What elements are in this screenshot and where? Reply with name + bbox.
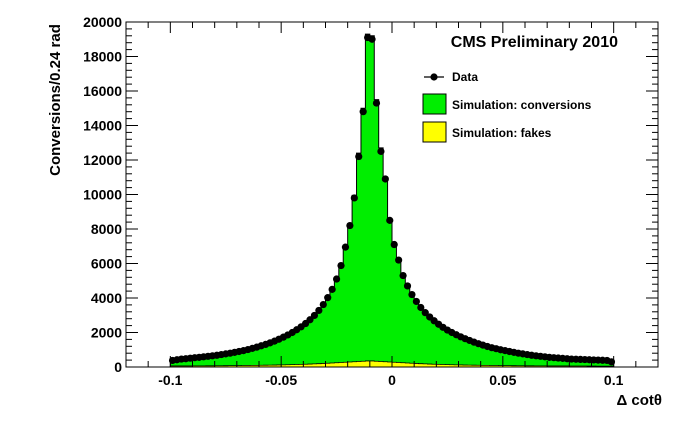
data-point (350, 194, 358, 202)
conversions-histogram (169, 33, 615, 368)
y-tick-label: 20000 (83, 14, 122, 30)
y-tick-label: 0 (114, 359, 122, 375)
y-tick-label: 6000 (91, 256, 122, 272)
x-axis-label: Δ cotθ (616, 392, 662, 409)
y-axis-label: Conversions/0.24 rad (47, 24, 64, 176)
y-tick-label: 12000 (83, 152, 122, 168)
legend-item-fakes: Simulation: fakes (422, 121, 552, 143)
legend-label-fakes: Simulation: fakes (452, 126, 552, 140)
x-tick-label: -0.1 (158, 372, 182, 388)
legend-swatch-fakes (422, 121, 447, 143)
data-point (417, 303, 425, 312)
legend: Data Simulation: conversions Simulation:… (422, 70, 592, 143)
y-tick-label: 16000 (83, 83, 122, 99)
data-point (315, 306, 323, 315)
data-point (324, 294, 332, 302)
y-tick-label: 14000 (83, 118, 122, 134)
x-tick-label: 0.1 (604, 372, 624, 388)
y-tick-label: 18000 (83, 49, 122, 65)
histogram-layer (169, 33, 615, 368)
data-point (399, 271, 407, 280)
data-point (359, 108, 367, 116)
data-point (368, 35, 376, 43)
data-point (395, 256, 403, 264)
data-point (390, 240, 398, 249)
data-point (412, 297, 420, 306)
legend-label-conversions: Simulation: conversions (452, 98, 592, 112)
x-tick-label: 0.05 (489, 372, 516, 388)
legend-item-conversions: Simulation: conversions (422, 93, 592, 115)
y-tick-label: 8000 (91, 221, 122, 237)
tick-labels: -0.1 -0.05 0 0.05 0.1 0 2000 4000 6000 8000 10000 1… (83, 14, 624, 388)
data-point (319, 300, 327, 309)
x-tick-label: -0.05 (265, 372, 297, 388)
data-point (421, 309, 429, 317)
data-point (403, 282, 412, 290)
data-point (328, 285, 336, 293)
data-point (346, 221, 354, 230)
data-point (372, 99, 381, 107)
y-tick-label: 2000 (91, 325, 122, 341)
y-tick-label: 4000 (91, 290, 122, 306)
data-points-layer (168, 33, 616, 366)
data-point (377, 147, 385, 155)
data-point (306, 316, 314, 324)
data-point (381, 175, 389, 183)
data-point (332, 275, 341, 283)
data-point (408, 290, 416, 299)
legend-data-marker (430, 73, 438, 81)
legend-label-data: Data (452, 70, 478, 84)
x-tick-label: 0 (388, 372, 396, 388)
legend-item-data: Data (424, 70, 478, 84)
data-point (355, 152, 363, 161)
data-point (341, 243, 350, 251)
chart-title: CMS Preliminary 2010 (451, 34, 618, 51)
data-point (310, 311, 319, 320)
y-tick-label: 10000 (83, 187, 122, 203)
legend-swatch-conversions (422, 93, 447, 115)
axis-ticks (125, 21, 659, 368)
data-point (337, 261, 345, 270)
data-point (386, 216, 394, 224)
